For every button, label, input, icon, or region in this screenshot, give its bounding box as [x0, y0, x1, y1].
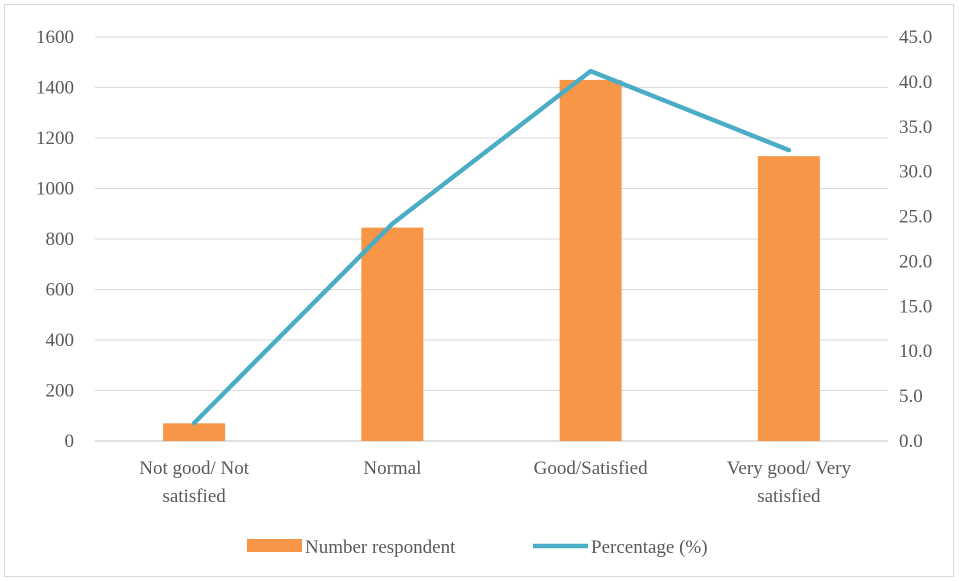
right-tick-label: 30.0	[899, 162, 932, 183]
right-tick-label: 35.0	[899, 117, 932, 138]
left-axis-ticks: 0 200 400 600 800 1000 1200 1400 1600	[36, 27, 74, 452]
category-label: Very good/ Very	[727, 458, 852, 479]
category-axis-labels: Not good/ Not satisfied Normal Good/Satisfi…	[139, 458, 851, 507]
bar	[361, 227, 424, 441]
category-label: satisfied	[757, 486, 821, 507]
left-tick-label: 400	[46, 330, 75, 351]
left-tick-label: 1400	[36, 78, 74, 99]
left-tick-label: 1200	[36, 128, 74, 149]
right-tick-label: 45.0	[899, 27, 932, 48]
bar	[757, 156, 820, 441]
category-label: satisfied	[162, 486, 226, 507]
left-tick-label: 1000	[36, 179, 74, 200]
right-tick-label: 0.0	[899, 431, 923, 452]
right-tick-label: 25.0	[899, 207, 932, 228]
line-series	[191, 68, 792, 426]
legend-label-percentage: Percentage (%)	[591, 537, 708, 558]
right-tick-label: 20.0	[899, 251, 932, 272]
right-tick-label: 15.0	[899, 296, 932, 317]
left-tick-label: 0	[65, 431, 75, 452]
right-tick-label: 10.0	[899, 341, 932, 362]
category-label: Good/Satisfied	[534, 458, 648, 479]
right-axis-ticks: 0.0 5.0 10.0 15.0 20.0 25.0 30.0 35.0 40.0 45.0	[899, 27, 932, 452]
legend-label-number-respondent: Number respondent	[305, 537, 456, 558]
left-tick-label: 200	[46, 381, 75, 402]
right-tick-label: 5.0	[899, 386, 923, 407]
right-tick-label: 40.0	[899, 72, 932, 93]
left-tick-label: 600	[46, 280, 75, 301]
percentage-line	[191, 68, 792, 426]
category-label: Normal	[363, 458, 421, 479]
left-tick-label: 1600	[36, 27, 74, 48]
legend-swatch-number-respondent	[247, 539, 302, 552]
legend: Number respondent Percentage (%)	[247, 537, 708, 558]
category-label: Not good/ Not	[139, 458, 250, 479]
bar	[559, 79, 622, 442]
bar-series	[163, 79, 820, 442]
left-tick-label: 800	[46, 229, 75, 250]
bar	[163, 423, 226, 441]
